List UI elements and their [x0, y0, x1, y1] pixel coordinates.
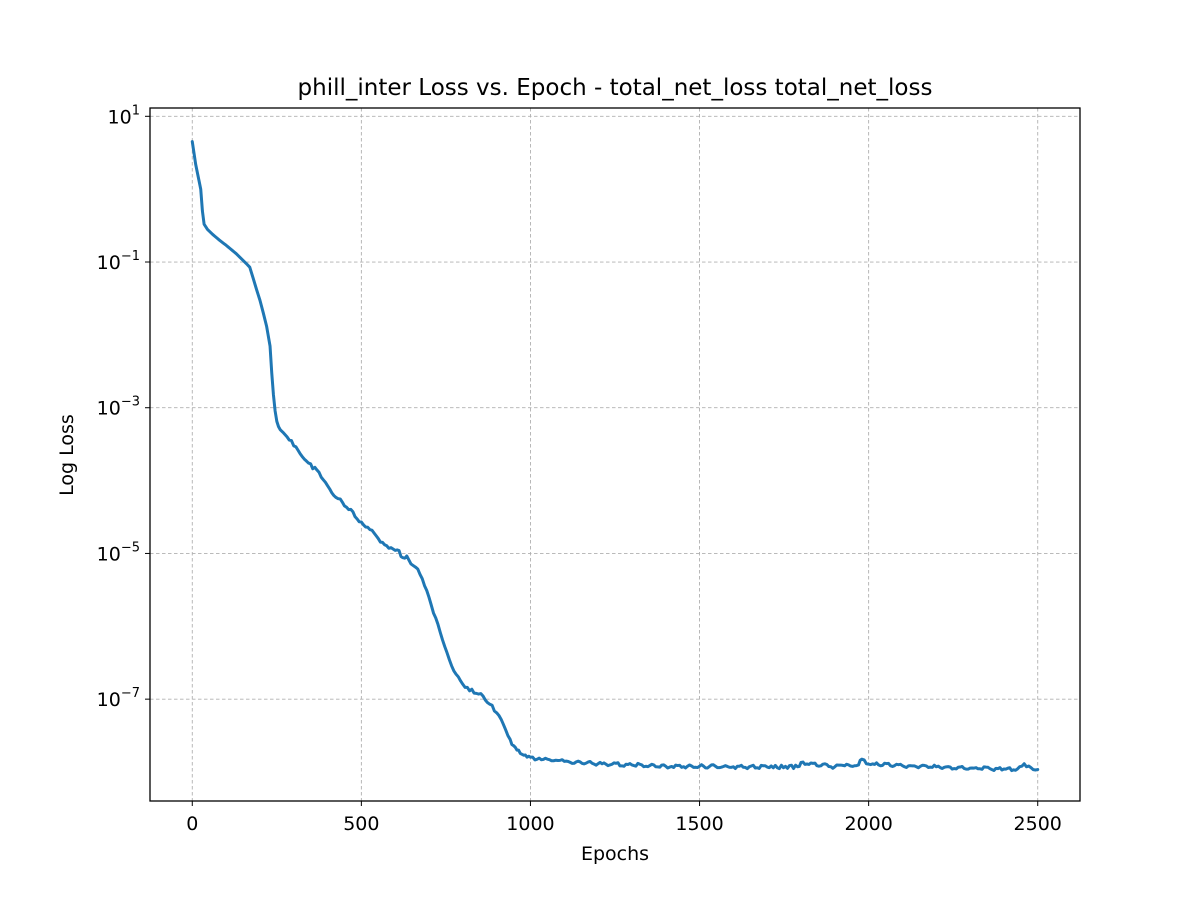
y-tick-base: 10: [108, 106, 132, 128]
x-axis-ticks: 0 500 1000 1500 2000 2500: [186, 801, 1062, 835]
x-tick-label: 1500: [675, 813, 723, 835]
y-tick-base: 10: [97, 689, 121, 711]
y-tick-exponent: −1: [121, 249, 140, 264]
y-tick-label: 101: [108, 103, 140, 128]
x-tick-label: 2000: [844, 813, 892, 835]
chart-title: phill_inter Loss vs. Epoch - total_net_l…: [298, 75, 933, 101]
y-tick-exponent: −5: [121, 540, 140, 555]
y-gridlines: [150, 115, 1080, 700]
x-tick-label: 1000: [506, 813, 554, 835]
x-gridlines: [191, 108, 1039, 801]
y-tick-label: 10−7: [97, 686, 140, 711]
y-tick-base: 10: [97, 398, 121, 420]
y-tick-label: 10−3: [97, 395, 140, 420]
y-tick-exponent: −7: [121, 686, 140, 701]
y-axis-label: Log Loss: [56, 414, 78, 496]
y-tick-base: 10: [97, 252, 121, 274]
y-tick-exponent: 1: [132, 103, 140, 118]
y-tick-base: 10: [97, 543, 121, 565]
series-line-total-net-loss: [190, 140, 1040, 773]
plot-frame: [149, 107, 1081, 802]
x-tick-label: 500: [343, 813, 379, 835]
y-tick-label: 10−5: [97, 540, 140, 565]
series-lines: [190, 140, 1040, 773]
y-tick-exponent: −3: [121, 395, 140, 410]
x-tick-label: 2500: [1014, 813, 1062, 835]
x-tick-label: 0: [186, 813, 198, 835]
y-tick-label: 10−1: [97, 249, 140, 274]
x-axis-label: Epochs: [581, 843, 649, 865]
